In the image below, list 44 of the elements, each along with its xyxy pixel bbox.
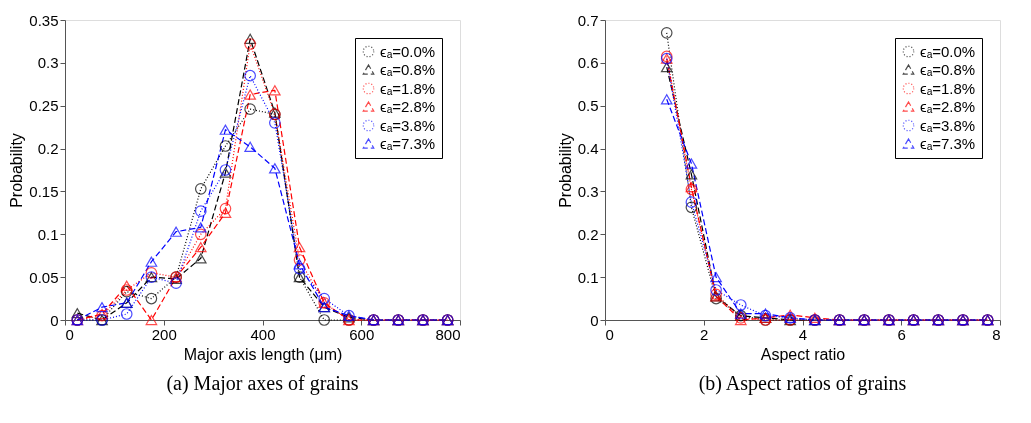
x-tick-label: 0 bbox=[65, 325, 74, 343]
y-axis-title: Probability bbox=[556, 133, 574, 208]
x-tick-label: 6 bbox=[897, 325, 906, 343]
x-axis-title: Major axis length (μm) bbox=[183, 345, 343, 363]
y-tick-label: 0 bbox=[590, 311, 599, 329]
legend-label: ϵₐ=2.8% bbox=[920, 97, 976, 115]
legend-label: ϵₐ=1.8% bbox=[920, 79, 976, 97]
y-tick-label: 0.6 bbox=[577, 54, 599, 72]
x-tick-label: 400 bbox=[250, 325, 276, 343]
y-tick-label: 0.7 bbox=[577, 11, 599, 29]
x-tick-label: 0 bbox=[605, 325, 614, 343]
y-tick-label: 0.3 bbox=[37, 54, 59, 72]
legend-label: ϵₐ=0.0% bbox=[920, 42, 976, 60]
text: (a) Major axes of grains bbox=[166, 372, 359, 395]
y-tick-label: 0.4 bbox=[577, 140, 599, 158]
x-tick-label: 2 bbox=[700, 325, 709, 343]
y-tick-label: 0.25 bbox=[29, 97, 59, 115]
y-tick-label: 0.05 bbox=[29, 268, 59, 286]
x-tick-label: 800 bbox=[435, 325, 461, 343]
x-tick-label: 8 bbox=[992, 325, 1001, 343]
legend-label: ϵₐ=1.8% bbox=[380, 79, 436, 97]
y-tick-label: 0.3 bbox=[577, 182, 599, 200]
y-tick-label: 0.15 bbox=[29, 182, 59, 200]
legend-label: ϵₐ=0.8% bbox=[920, 60, 976, 78]
legend-label: ϵₐ=7.3% bbox=[920, 134, 976, 152]
y-tick-label: 0.2 bbox=[37, 140, 59, 158]
legend-label: ϵₐ=3.8% bbox=[380, 116, 436, 134]
x-axis-title: Aspect ratio bbox=[760, 345, 846, 363]
legend-label: ϵₐ=3.8% bbox=[920, 116, 976, 134]
legend-label: ϵₐ=2.8% bbox=[380, 97, 436, 115]
legend-label: ϵₐ=7.3% bbox=[380, 134, 436, 152]
y-tick-label: 0 bbox=[50, 311, 59, 329]
x-tick-label: 200 bbox=[151, 325, 177, 343]
legend-label: ϵₐ=0.0% bbox=[380, 42, 436, 60]
legend-label: ϵₐ=0.8% bbox=[380, 60, 436, 78]
y-tick-label: 0.2 bbox=[577, 225, 599, 243]
y-tick-label: 0.5 bbox=[577, 97, 599, 115]
x-tick-label: 4 bbox=[798, 325, 808, 343]
y-axis-title: Probability bbox=[8, 133, 26, 208]
y-tick-label: 0.1 bbox=[577, 268, 599, 286]
y-tick-label: 0.35 bbox=[29, 11, 59, 29]
x-tick-label: 600 bbox=[349, 325, 375, 343]
text: (b) Aspect ratios of grains bbox=[698, 372, 907, 395]
y-tick-label: 0.1 bbox=[37, 225, 59, 243]
